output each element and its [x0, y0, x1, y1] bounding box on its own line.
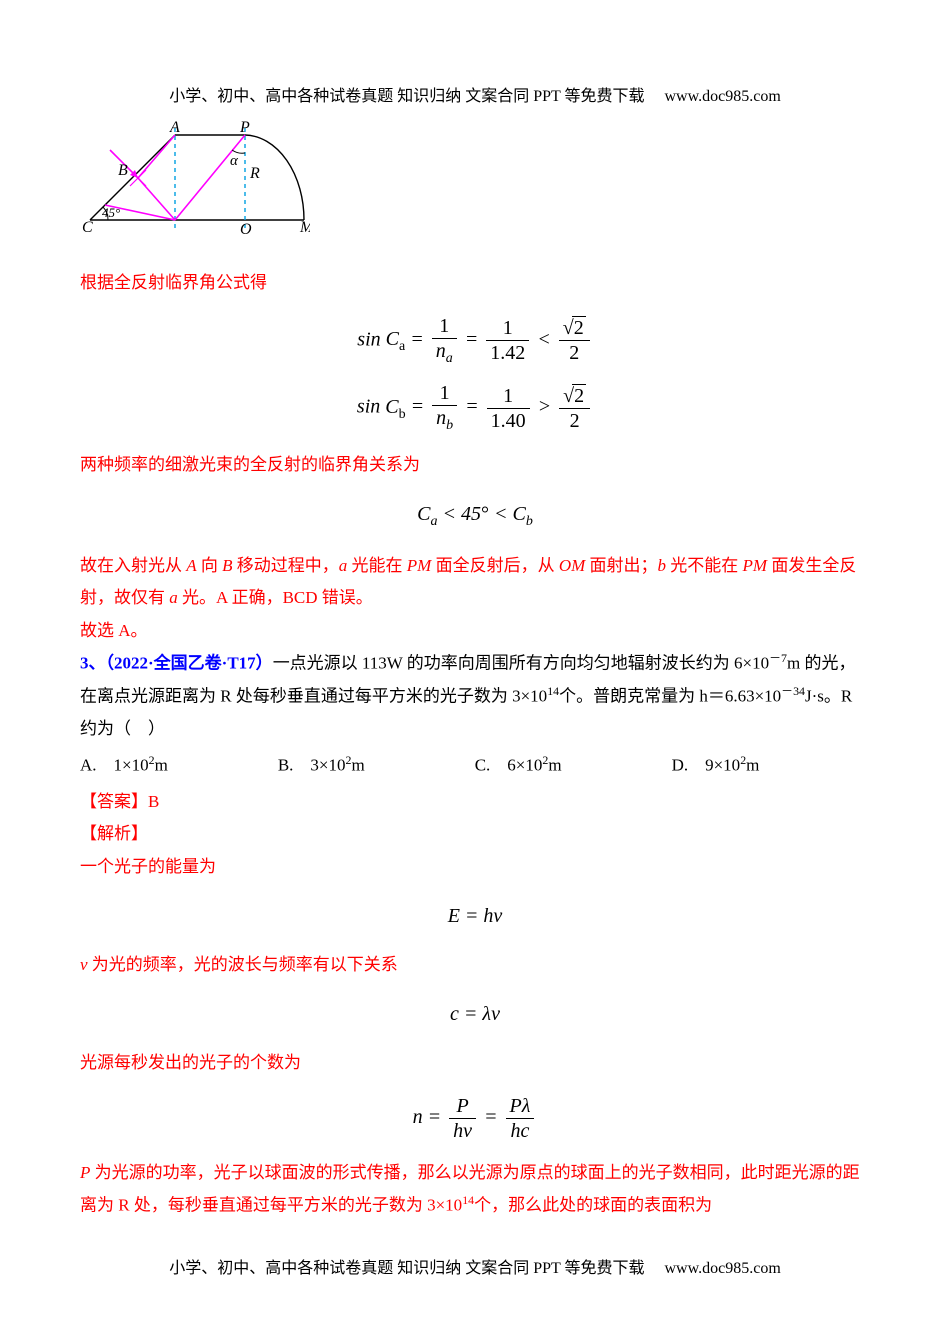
q3-choices: A. 1×102m B. 3×102m C. 6×102m D. 9×102m [80, 749, 870, 782]
formula-sinCb: sin Cb = 1nb = 11.40 > 22 [80, 381, 870, 435]
q3-answer: 【答案】B [80, 786, 870, 818]
diagram-label-A: A [169, 120, 180, 136]
diagram-label-alpha: α [230, 153, 239, 169]
q3-line2: v 为光的频率，光的波长与频率有以下关系 [80, 949, 870, 981]
formula-relation: Ca < 45° < Cb [80, 495, 870, 536]
q3-source: （2022·全国乙卷·T17） [106, 654, 273, 673]
explain-1: 故在入射光从 A 向 B 移动过程中，a 光能在 PM 面全反射后，从 OM 面… [80, 550, 870, 615]
q3-analysis-label: 【解析】 [80, 818, 870, 850]
q3-formula2: c = λv [80, 995, 870, 1033]
q3-line1: 一个光子的能量为 [80, 851, 870, 883]
diagram-label-M: M [299, 219, 310, 236]
page-footer: 小学、初中、高中各种试卷真题 知识归纳 文案合同 PPT 等免费下载 www.d… [0, 1254, 950, 1284]
choice-C: C. 6×102m [475, 749, 562, 782]
diagram-label-R: R [249, 165, 260, 182]
choice-B: B. 3×102m [278, 749, 365, 782]
formula-sinCa: sin Ca = 1na = 11.42 < 22 [80, 314, 870, 368]
q3-line3: 光源每秒发出的光子的个数为 [80, 1047, 870, 1079]
choice-D: D. 9×102m [672, 749, 760, 782]
q3-number: 3 [80, 654, 89, 673]
q3-formula1: E = hv [80, 897, 870, 935]
solution-text-1: 根据全反射临界角公式得 [80, 267, 870, 299]
page-header: 小学、初中、高中各种试卷真题 知识归纳 文案合同 PPT 等免费下载 www.d… [0, 82, 950, 112]
q3-formula3: n = Phv = Pλhc [80, 1094, 870, 1143]
explain-2: 故选 A。 [80, 615, 870, 647]
diagram-label-45: 45° [102, 205, 120, 220]
q3-line4: P 为光源的功率，光子以球面波的形式传播，那么以光源为原点的球面上的光子数相同，… [80, 1157, 870, 1222]
geometry-diagram: A P B C M O R α 45° [80, 120, 870, 251]
diagram-label-O: O [240, 221, 252, 238]
diagram-label-P: P [239, 120, 250, 136]
q3-stem: 3、（2022·全国乙卷·T17）一点光源以 113W 的功率向周围所有方向均匀… [80, 647, 870, 745]
choice-A: A. 1×102m [80, 749, 168, 782]
diagram-label-B: B [118, 162, 128, 179]
diagram-label-C: C [82, 219, 93, 236]
relation-text: 两种频率的细激光束的全反射的临界角关系为 [80, 449, 870, 481]
